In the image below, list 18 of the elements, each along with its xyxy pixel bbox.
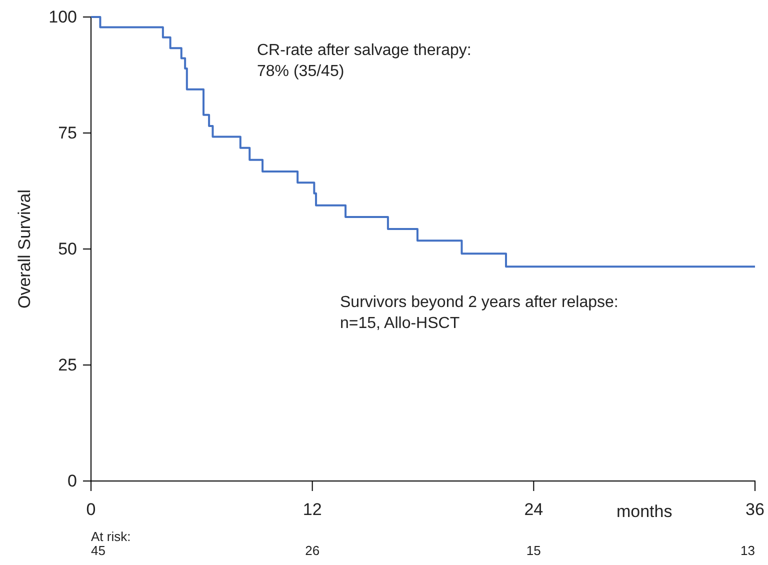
y-tick-label: 50	[58, 239, 77, 258]
text: 45	[91, 543, 106, 558]
x-axis-title: months	[616, 502, 672, 521]
text: 26	[305, 543, 320, 558]
y-tick-label: 100	[48, 7, 77, 26]
y-tick-label: 75	[58, 123, 77, 142]
y-tick-label: 0	[68, 471, 77, 490]
x-tick-label: 24	[524, 500, 544, 520]
y-axis-title: Overall Survival	[15, 189, 34, 309]
x-tick-label: 12	[302, 500, 322, 520]
y-tick-label: 25	[58, 355, 77, 374]
annotation: CR-rate after salvage therapy: 78% (35/45)	[257, 42, 472, 80]
text: 13	[740, 543, 755, 558]
x-tick-label: 0	[86, 500, 96, 520]
text: 15	[526, 543, 541, 558]
text: At risk:	[91, 529, 131, 544]
annotation: Survivors beyond 2 years after relapse: n=15, Allo-HSCT	[340, 294, 618, 332]
x-tick-label: 36	[746, 500, 764, 520]
